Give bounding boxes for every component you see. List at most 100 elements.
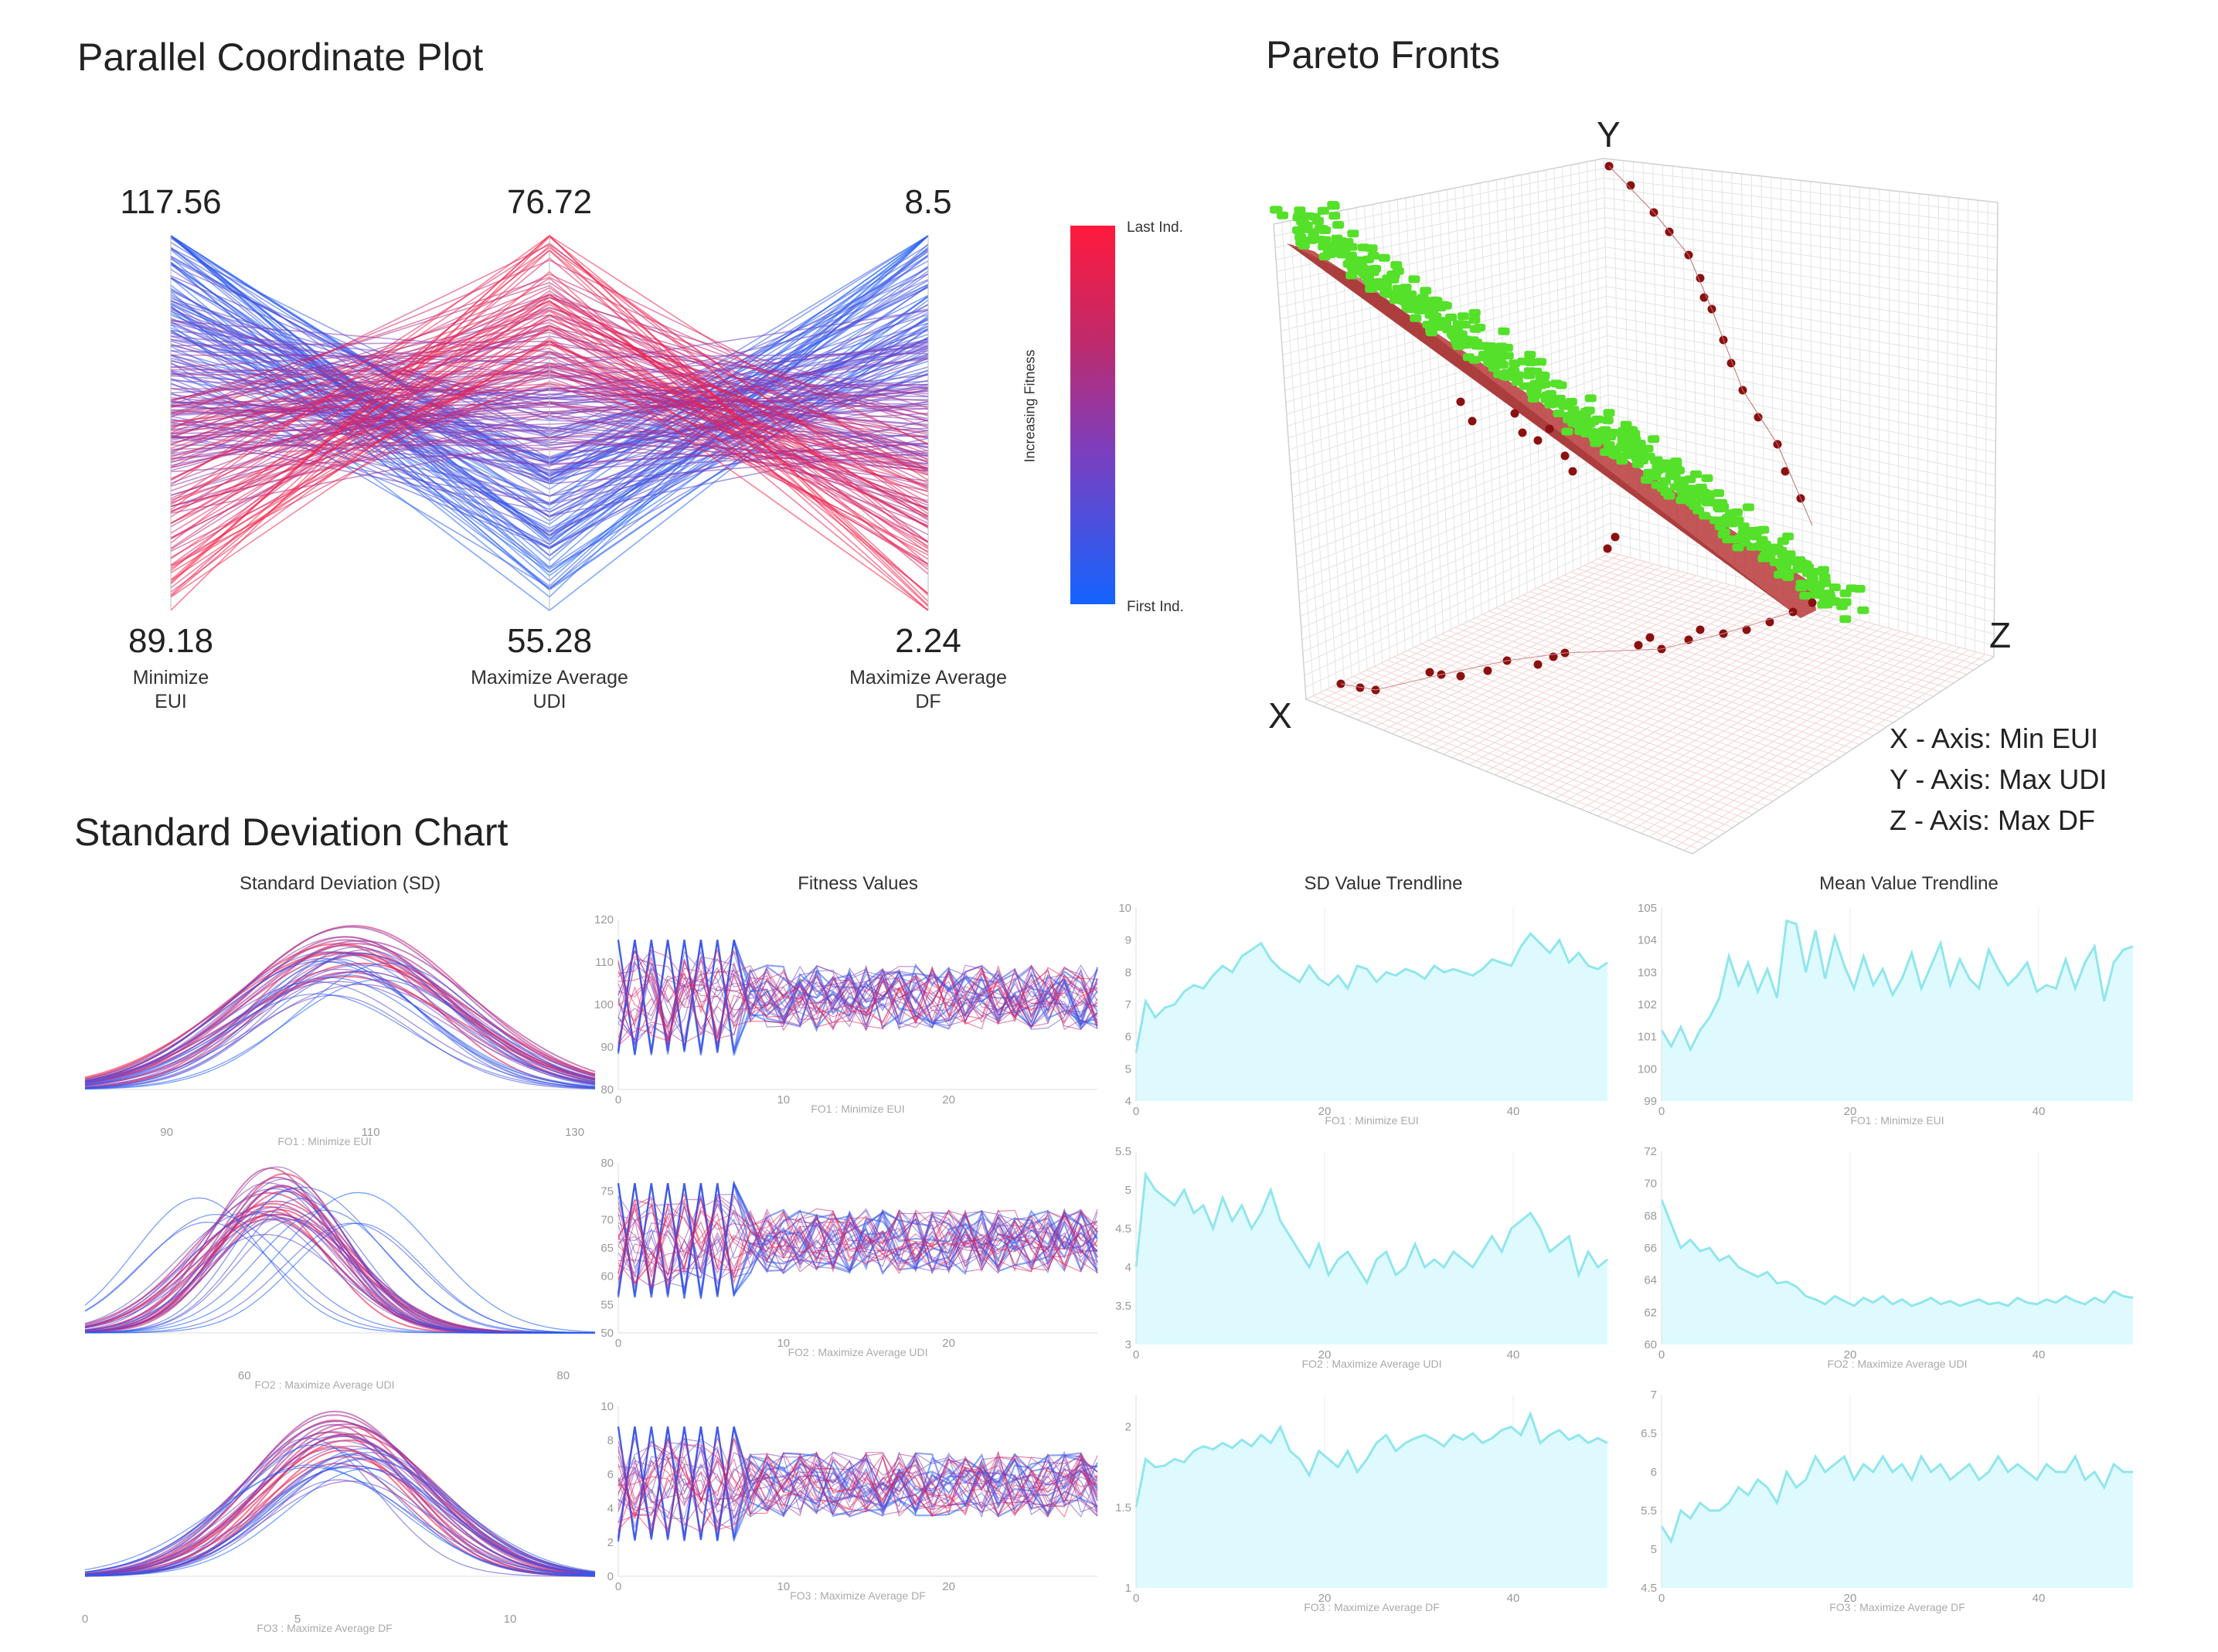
fitness-line xyxy=(617,1442,1098,1518)
pareto-gridline xyxy=(1771,177,1774,597)
pareto-point xyxy=(1690,470,1702,478)
fitness-xtick: 10 xyxy=(777,1093,790,1106)
pareto-gridline xyxy=(1322,214,1352,678)
pareto-point xyxy=(1468,315,1481,324)
fitness-line xyxy=(617,1437,1098,1531)
pareto-point xyxy=(1271,206,1283,214)
pareto-gridline xyxy=(1374,570,1680,728)
pareto-gridline xyxy=(1641,642,1944,834)
pareto-point xyxy=(1452,341,1464,348)
pareto-point xyxy=(1555,381,1567,389)
pareto-point xyxy=(1617,427,1629,435)
pareto-gridline xyxy=(1563,575,1948,688)
fitness-ytick: 65 xyxy=(600,1242,614,1255)
trend-xtick: 0 xyxy=(1658,1592,1665,1605)
trend-ytick: 101 xyxy=(1638,1031,1657,1044)
pareto-gridline xyxy=(1421,194,1444,634)
pareto-gridline xyxy=(1520,610,1825,786)
trend-xtick: 40 xyxy=(1507,1348,1520,1361)
pareto-point xyxy=(1757,543,1769,552)
pareto-point xyxy=(1598,432,1611,440)
pareto-gridline xyxy=(1781,178,1784,600)
pareto-gridline xyxy=(1366,568,1672,724)
pareto-point xyxy=(1425,326,1437,335)
pareto-history-point xyxy=(1603,544,1612,553)
trend-xtick: 40 xyxy=(2033,1348,2046,1361)
pcp-axis1-name-line1: Minimize xyxy=(132,667,209,688)
trend-ytick: 100 xyxy=(1638,1062,1657,1076)
pareto-point xyxy=(1652,467,1664,474)
trend-ytick: 103 xyxy=(1638,966,1657,979)
fitness-line xyxy=(617,1449,1098,1527)
pareto-point xyxy=(1760,551,1772,559)
pareto-gridline xyxy=(1357,566,1663,721)
trend-ytick: 64 xyxy=(1644,1274,1657,1287)
pcp-axis1-name-line2: EUI xyxy=(155,691,187,712)
pareto-point xyxy=(1535,358,1546,366)
trend-ytick: 6.5 xyxy=(1641,1427,1657,1440)
pcp-axis1-max: 117.56 xyxy=(120,183,222,221)
pareto-gridline xyxy=(1702,169,1708,579)
sd-curve xyxy=(84,1457,596,1576)
trend-line xyxy=(1135,1171,1608,1286)
pcp-axis2-name-line1: Maximize Average xyxy=(471,667,628,688)
pareto-point xyxy=(1424,298,1437,307)
fitness-ytick: 2 xyxy=(607,1536,614,1549)
pareto-history xyxy=(1336,161,1817,695)
pareto-gridline xyxy=(1306,217,1337,685)
sd-chart-title: Standard Deviation Chart xyxy=(74,811,509,854)
fitness-line xyxy=(617,1198,1098,1285)
sd-trend-panel-row1: 4 5 6 7 8 9 10 0 20 40 FO1 : Minimize EUI xyxy=(1118,902,1608,1127)
pareto-gridline xyxy=(1965,199,1969,649)
trend-xlabel: FO2 : Maximize Average UDI xyxy=(1301,1358,1441,1370)
pareto-history-point xyxy=(1560,451,1570,461)
pareto-point xyxy=(1478,351,1490,359)
sd-curve xyxy=(84,970,596,1086)
fitness-line xyxy=(617,1197,1098,1289)
pareto-gridline xyxy=(1888,190,1890,628)
pareto-gridline xyxy=(1570,571,1954,684)
trend-ytick: 3 xyxy=(1125,1338,1131,1351)
pareto-point xyxy=(1636,457,1648,464)
pareto-point xyxy=(1538,372,1550,380)
pareto-gridline xyxy=(1580,626,1884,810)
pareto-gridline xyxy=(1936,195,1939,641)
trend-ytick: 66 xyxy=(1644,1242,1657,1255)
pareto-point xyxy=(1471,342,1483,350)
pareto-gridline xyxy=(1383,573,1689,731)
sd-tick: 5 xyxy=(294,1613,301,1626)
pareto-gridline xyxy=(1529,612,1833,789)
pareto-gridline xyxy=(1331,212,1360,674)
pareto-gridline xyxy=(1614,635,1918,824)
pareto-point xyxy=(1817,566,1829,574)
pareto-point xyxy=(1777,563,1789,572)
pareto-point xyxy=(1345,271,1358,280)
pareto-point xyxy=(1317,206,1329,215)
trend-xtick: 20 xyxy=(1844,1105,1857,1118)
pareto-point xyxy=(1651,481,1663,489)
pareto-point xyxy=(1366,265,1379,274)
pcp-axis3-name: Maximize Average DF xyxy=(820,666,1036,714)
pareto-gridline xyxy=(1380,663,1767,807)
sd-curve xyxy=(84,1479,596,1577)
trend-xlabel: FO3 : Maximize Average DF xyxy=(1829,1601,1965,1613)
sd-curve xyxy=(84,1188,595,1334)
pareto-gridline xyxy=(1393,656,1780,797)
pareto-gridline xyxy=(1829,183,1832,613)
pareto-point xyxy=(1474,323,1485,331)
fitness-line xyxy=(617,1198,1098,1288)
pareto-gridline xyxy=(1349,563,1655,717)
pareto-gridline xyxy=(1339,682,1726,833)
trend-ytick: 5 xyxy=(1651,1543,1657,1556)
trend-ytick: 6 xyxy=(1651,1466,1657,1479)
pcp-title: Parallel Coordinate Plot xyxy=(77,36,484,79)
pareto-gridline xyxy=(1666,649,1969,845)
pareto-gridline xyxy=(1711,170,1717,582)
fitness-line xyxy=(617,1203,1098,1289)
trend-xtick: 0 xyxy=(1133,1105,1139,1118)
pareto-gridline xyxy=(1427,640,1814,776)
pareto-gridline xyxy=(1405,197,1429,641)
pareto-gridline xyxy=(1366,669,1754,815)
trend-ytick: 4.5 xyxy=(1641,1582,1657,1595)
trend-ytick: 5 xyxy=(1125,1062,1131,1076)
